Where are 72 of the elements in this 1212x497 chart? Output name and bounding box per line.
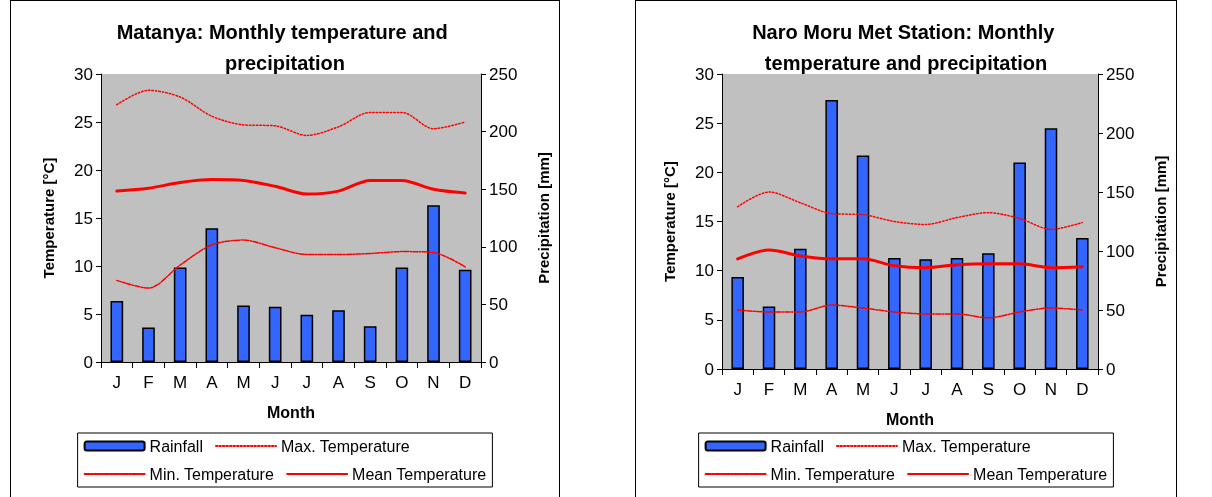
legend-label: Max. Temperature <box>280 437 410 455</box>
y-tick-label: 25 <box>695 113 714 133</box>
y2-tick-label: 150 <box>489 179 518 199</box>
x-tick-label: D <box>459 373 472 392</box>
y-tick-label: 10 <box>74 256 93 276</box>
x-tick-label: S <box>982 380 995 399</box>
x-tick-label: M <box>855 380 871 399</box>
x-tick-label: D <box>1076 380 1089 399</box>
y-axis-title: Temperature [°C] <box>40 157 57 279</box>
x-tick-label: A <box>825 380 838 399</box>
y2-tick-label: 200 <box>1106 123 1135 143</box>
legend-label: Mean Temperature <box>973 465 1108 483</box>
chart-title: Naro Moru Met Station: Monthly temperature and precipitation <box>752 20 1060 74</box>
y2-tick-label: 250 <box>489 64 518 84</box>
line-series <box>116 89 466 137</box>
line-series <box>736 191 1084 231</box>
y2-axis-title: Precipitation [mm] <box>1152 155 1169 288</box>
y2-axis-title: Precipitation [mm] <box>535 152 552 284</box>
x-axis-title: Month <box>886 410 934 428</box>
x-tick-label: A <box>206 373 219 392</box>
x-tick-label: J <box>921 380 930 399</box>
y-tick-label: 20 <box>74 160 93 180</box>
x-tick-label: S <box>364 373 376 392</box>
x-tick-label: J <box>733 380 742 399</box>
x-tick-label: O <box>1013 380 1027 399</box>
y-axis-title: Temperature [°C] <box>661 161 678 282</box>
x-tick-label: N <box>427 373 440 392</box>
legend-label: Rainfall <box>149 437 203 455</box>
x-tick-label: F <box>143 373 154 392</box>
legend-label: Min. Temperature <box>149 465 274 483</box>
x-tick-label: J <box>112 373 122 392</box>
line-series <box>736 248 1084 270</box>
y-tick-label: 0 <box>83 352 93 372</box>
y-tick-label: 30 <box>74 64 93 84</box>
legend-label: Rainfall <box>770 437 824 455</box>
y-tick-label: 5 <box>83 304 93 324</box>
x-tick-label: A <box>951 380 964 399</box>
y-tick-label: 15 <box>74 208 93 228</box>
y2-tick-label: 250 <box>1106 64 1135 84</box>
y-tick-label: 0 <box>704 359 714 379</box>
x-tick-label: J <box>270 373 280 392</box>
legend-label: Max. Temperature <box>901 437 1031 455</box>
line-series <box>736 304 1084 319</box>
y2-tick-label: 50 <box>1106 300 1125 320</box>
x-axis-title: Month <box>267 403 315 421</box>
x-tick-label: M <box>793 380 808 399</box>
line-series <box>115 178 467 196</box>
x-tick-label: O <box>395 373 409 392</box>
x-tick-label: F <box>763 380 775 399</box>
line-series <box>116 239 466 289</box>
y-tick-label: 20 <box>695 162 714 182</box>
y-tick-label: 10 <box>695 261 714 281</box>
y-tick-label: 5 <box>704 310 714 330</box>
y-tick-label: 25 <box>74 112 93 132</box>
y2-tick-label: 100 <box>1106 241 1135 261</box>
y2-tick-label: 0 <box>1106 359 1116 379</box>
x-tick-label: M <box>236 373 251 392</box>
x-tick-label: J <box>890 380 899 399</box>
x-tick-label: J <box>302 373 312 392</box>
y2-tick-label: 0 <box>489 352 499 372</box>
x-tick-label: A <box>332 373 345 392</box>
y2-tick-label: 50 <box>489 294 508 314</box>
y2-tick-label: 200 <box>489 122 518 142</box>
y2-tick-label: 100 <box>489 237 518 257</box>
x-tick-label: M <box>173 373 188 392</box>
y-tick-label: 15 <box>695 212 714 231</box>
y2-tick-label: 150 <box>1106 182 1135 202</box>
legend-label: Min. Temperature <box>770 465 895 483</box>
y-tick-label: 30 <box>695 64 714 84</box>
chart-title: Matanya: Monthly temperature and precipitation <box>116 20 454 74</box>
x-tick-label: N <box>1044 380 1058 399</box>
legend-label: Mean Temperature <box>352 465 487 483</box>
